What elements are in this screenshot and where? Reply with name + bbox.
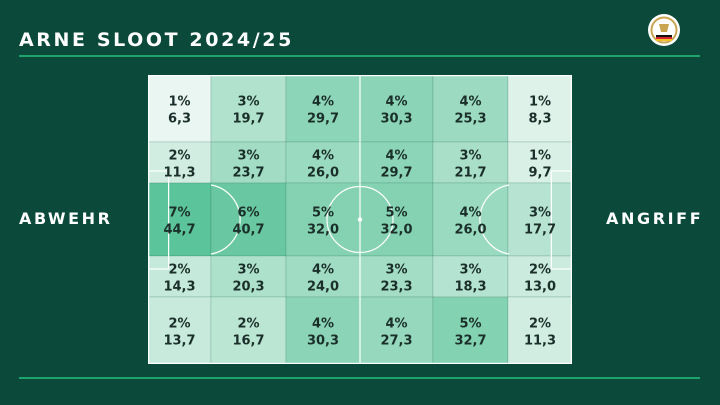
heatmap-cell (285, 296, 361, 364)
cell-percentage: 2% (168, 317, 190, 332)
cell-percentage: 4% (459, 206, 481, 221)
cell-percentage: 3% (237, 95, 259, 110)
cell-percentage: 2% (237, 317, 259, 332)
cell-percentage: 4% (459, 95, 481, 110)
heatmap-cell (507, 141, 572, 184)
cell-value: 11,3 (524, 334, 556, 349)
center-spot (357, 217, 363, 222)
left-penalty-arc (210, 184, 241, 255)
cell-percentage: 4% (312, 317, 334, 332)
cell-value: 8,3 (528, 112, 551, 127)
heatmap-cell (432, 255, 509, 298)
cell-percentage: 3% (459, 149, 481, 164)
cell-percentage: 4% (385, 317, 407, 332)
cell-value: 25,3 (454, 112, 486, 127)
heatmap-cell (359, 296, 434, 364)
attack-label: ANGRIFF (606, 209, 704, 228)
cell-percentage: 4% (385, 149, 407, 164)
cell-value: 26,0 (307, 166, 339, 181)
cell-percentage: 5% (385, 206, 407, 221)
left-goal-area (148, 170, 170, 270)
cell-percentage: 1% (529, 95, 551, 110)
top-divider (19, 55, 700, 57)
cell-percentage: 2% (529, 317, 551, 332)
cell-percentage: 3% (385, 263, 407, 278)
cell-value: 11,3 (163, 166, 195, 181)
cell-value: 23,3 (380, 280, 412, 295)
cell-value: 44,7 (163, 223, 195, 238)
heatmap-cell (210, 182, 287, 257)
page-title: ARNE SLOOT 2024/25 (19, 29, 294, 51)
cell-value: 19,7 (232, 112, 264, 127)
heatmap-cell (148, 75, 212, 143)
cell-percentage: 3% (237, 149, 259, 164)
defense-label: ABWEHR (19, 209, 113, 228)
heatmap-cell (432, 296, 509, 364)
dfb-crest-icon (648, 14, 680, 46)
cell-value: 29,7 (380, 166, 412, 181)
cell-value: 40,7 (232, 223, 264, 238)
cell-value: 13,7 (163, 334, 195, 349)
cell-value: 26,0 (454, 223, 486, 238)
cell-percentage: 4% (312, 95, 334, 110)
heatmap-cell (285, 255, 361, 298)
cell-value: 30,3 (307, 334, 339, 349)
cell-percentage: 4% (385, 95, 407, 110)
cell-percentage: 2% (168, 149, 190, 164)
heatmap-cells (148, 75, 572, 364)
cell-value: 18,3 (454, 280, 486, 295)
cell-percentage: 2% (529, 263, 551, 278)
center-circle (326, 185, 394, 254)
cell-percentage: 4% (312, 149, 334, 164)
cell-value: 27,3 (380, 334, 412, 349)
heatmap-labels: 1% 6,3 3% 19,7 4% 29,7 4% 30,3 4% 25,3 1% 8,3 2% 11,3… (163, 95, 556, 349)
cell-percentage: 5% (459, 317, 481, 332)
cell-value: 30,3 (380, 112, 412, 127)
heatmap-cell (210, 255, 287, 298)
cell-value: 20,3 (232, 280, 264, 295)
cell-value: 21,7 (454, 166, 486, 181)
cell-value: 6,3 (168, 112, 191, 127)
cell-value: 14,3 (163, 280, 195, 295)
right-goal-area (550, 170, 572, 270)
heatmap-cell (148, 296, 212, 364)
heatmap-cell (210, 141, 287, 184)
heatmap-cell (507, 255, 572, 298)
cell-percentage: 5% (312, 206, 334, 221)
heatmap-cell (359, 255, 434, 298)
cell-percentage: 3% (237, 263, 259, 278)
right-penalty-arc (479, 184, 510, 255)
cell-percentage: 1% (529, 149, 551, 164)
cell-value: 16,7 (232, 334, 264, 349)
cell-value: 9,7 (528, 166, 551, 181)
pitch-markings (148, 75, 572, 364)
cell-value: 32,0 (307, 223, 339, 238)
bottom-divider (19, 377, 700, 379)
heatmap-cell (359, 141, 434, 184)
cell-percentage: 2% (168, 263, 190, 278)
cell-value: 24,0 (307, 280, 339, 295)
heatmap-cell (148, 255, 212, 298)
heatmap-cell (507, 296, 572, 364)
heatmap-cell (285, 182, 361, 257)
cell-value: 13,0 (524, 280, 556, 295)
cell-value: 17,7 (524, 223, 556, 238)
cell-value: 32,0 (380, 223, 412, 238)
cell-value: 32,7 (454, 334, 486, 349)
cell-percentage: 1% (168, 95, 190, 110)
cell-percentage: 7% (168, 206, 190, 221)
heatmap-cell (432, 75, 509, 143)
heatmap-cell (507, 75, 572, 143)
heatmap-cell (148, 182, 212, 257)
cell-percentage: 4% (312, 263, 334, 278)
cell-percentage: 3% (529, 206, 551, 221)
cell-percentage: 6% (237, 206, 259, 221)
cell-value: 23,7 (232, 166, 264, 181)
pitch-heatmap: 1% 6,3 3% 19,7 4% 29,7 4% 30,3 4% 25,3 1% 8,3 2% 11,3… (148, 75, 572, 364)
cell-percentage: 3% (459, 263, 481, 278)
heatmap-cell (359, 182, 434, 257)
heatmap-cell (285, 75, 361, 143)
heatmap-cell (432, 182, 509, 257)
cell-value: 29,7 (307, 112, 339, 127)
